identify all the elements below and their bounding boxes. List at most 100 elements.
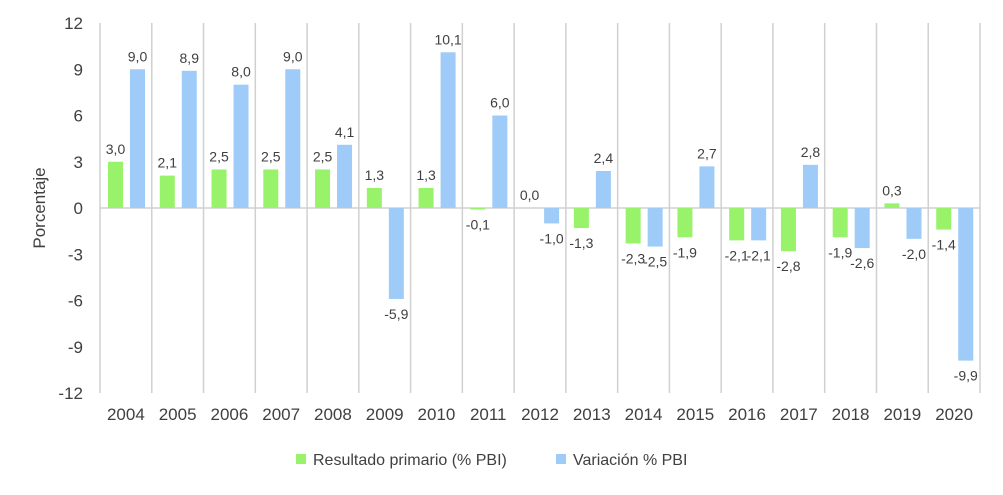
y-tick-label: 0 xyxy=(74,199,83,218)
data-label: 2,5 xyxy=(261,148,281,164)
data-label: 9,0 xyxy=(283,48,303,64)
data-label: -1,4 xyxy=(932,237,956,253)
bar-resultado-2016 xyxy=(729,208,745,241)
bars xyxy=(108,52,974,361)
y-tick-label: 12 xyxy=(64,14,83,33)
y-tick-label: -6 xyxy=(68,292,83,311)
bar-variacion-2011 xyxy=(492,115,508,208)
data-label: -0,1 xyxy=(466,217,490,233)
data-label: 8,9 xyxy=(180,50,200,66)
bar-variacion-2009 xyxy=(388,208,404,299)
x-tick-label: 2016 xyxy=(728,405,766,424)
y-tick-label: -12 xyxy=(58,384,83,403)
bar-resultado-2005 xyxy=(159,175,175,208)
legend: Resultado primario (% PBI) Variación % P… xyxy=(296,452,687,469)
x-tick-label: 2012 xyxy=(521,405,559,424)
bar-variacion-2008 xyxy=(337,144,353,208)
x-tick-label: 2018 xyxy=(832,405,870,424)
bar-variacion-2006 xyxy=(233,84,249,208)
data-label: 1,3 xyxy=(416,167,436,183)
bar-variacion-2017 xyxy=(802,164,818,208)
legend-label-variacion: Variación % PBI xyxy=(573,452,687,469)
bar-variacion-2005 xyxy=(181,70,197,209)
x-tick-label: 2011 xyxy=(470,405,507,424)
bar-variacion-2013 xyxy=(595,171,611,208)
y-tick-label: 6 xyxy=(74,107,83,126)
bar-resultado-2018 xyxy=(832,208,848,238)
bar-resultado-2010 xyxy=(418,187,434,208)
data-label: 2,4 xyxy=(594,150,614,166)
data-label: 1,3 xyxy=(365,167,385,183)
data-label: -5,9 xyxy=(384,306,408,322)
data-label: -1,0 xyxy=(540,230,564,246)
data-label: 8,0 xyxy=(231,64,251,80)
x-tick-label: 2015 xyxy=(676,405,714,424)
data-label: 2,5 xyxy=(313,148,333,164)
data-label: -2,5 xyxy=(643,254,667,270)
data-label: -2,0 xyxy=(902,246,926,262)
y-tick-label: -3 xyxy=(68,245,83,264)
x-axis: 2004 2005 2006 2007 2008 2009 2010 2011 2012 2013… xyxy=(107,405,973,424)
data-label: -1,9 xyxy=(673,244,697,260)
legend-label-resultado: Resultado primario (% PBI) xyxy=(313,452,507,469)
bar-variacion-2007 xyxy=(285,69,301,208)
data-label: 2,8 xyxy=(801,144,821,160)
bar-variacion-2015 xyxy=(699,166,715,208)
x-tick-label: 2009 xyxy=(366,405,404,424)
y-axis-title: Porcentaje xyxy=(30,167,49,248)
data-label: -1,3 xyxy=(569,235,593,251)
bar-variacion-2010 xyxy=(440,52,456,208)
bar-resultado-2006 xyxy=(211,169,227,208)
bar-resultado-2014 xyxy=(625,208,641,244)
data-label: -2,1 xyxy=(747,247,771,263)
data-label: 0,0 xyxy=(520,187,540,203)
data-label: -2,6 xyxy=(850,255,874,271)
bar-resultado-2020 xyxy=(936,208,952,230)
x-tick-label: 2010 xyxy=(418,405,456,424)
data-label: 10,1 xyxy=(434,31,461,47)
data-label: 2,1 xyxy=(158,155,178,171)
bar-resultado-2019 xyxy=(884,203,900,208)
x-tick-label: 2008 xyxy=(314,405,352,424)
x-tick-label: 2013 xyxy=(573,405,611,424)
data-label: 6,0 xyxy=(490,95,510,111)
y-tick-label: 9 xyxy=(74,60,83,79)
y-tick-label: -9 xyxy=(68,338,83,357)
bar-resultado-2007 xyxy=(263,169,279,208)
legend-swatch-resultado xyxy=(296,454,306,464)
y-tick-label: 3 xyxy=(74,153,83,172)
bar-resultado-2013 xyxy=(573,208,589,229)
x-tick-label: 2005 xyxy=(159,405,197,424)
x-tick-label: 2017 xyxy=(780,405,818,424)
x-tick-label: 2019 xyxy=(883,405,921,424)
data-label: -1,9 xyxy=(828,244,852,260)
data-label: 2,5 xyxy=(209,148,229,164)
data-label: 0,3 xyxy=(882,182,902,198)
bar-variacion-2012 xyxy=(544,208,560,224)
bar-variacion-2018 xyxy=(854,208,870,249)
data-label: -9,9 xyxy=(954,368,978,384)
data-label: 3,0 xyxy=(106,141,126,157)
data-labels: 3,0 2,1 2,5 2,5 2,5 1,3 1,3 -0,1 0,0 -1,3 -2,3 -1,9… xyxy=(106,31,978,383)
bar-resultado-2009 xyxy=(366,187,382,208)
bar-variacion-2004 xyxy=(130,69,145,208)
data-label: 4,1 xyxy=(335,124,355,140)
bar-resultado-2015 xyxy=(677,208,693,238)
data-label: -2,8 xyxy=(776,258,800,274)
x-tick-label: 2006 xyxy=(210,405,248,424)
data-label: 2,7 xyxy=(697,145,717,161)
bar-resultado-2008 xyxy=(315,169,331,208)
legend-swatch-variacion xyxy=(556,454,566,464)
x-tick-label: 2020 xyxy=(935,405,973,424)
bar-variacion-2016 xyxy=(751,208,767,241)
y-axis: 12 9 6 3 0 -3 -6 -9 -12 xyxy=(58,14,83,403)
bar-variacion-2020 xyxy=(958,208,974,361)
bar-variacion-2014 xyxy=(647,208,663,247)
data-label: 9,0 xyxy=(128,48,148,64)
bar-resultado-2017 xyxy=(780,208,796,252)
data-label: -2,1 xyxy=(725,247,749,263)
bar-resultado-2004 xyxy=(108,161,123,208)
data-label: -2,3 xyxy=(621,250,645,266)
x-tick-label: 2007 xyxy=(262,405,300,424)
